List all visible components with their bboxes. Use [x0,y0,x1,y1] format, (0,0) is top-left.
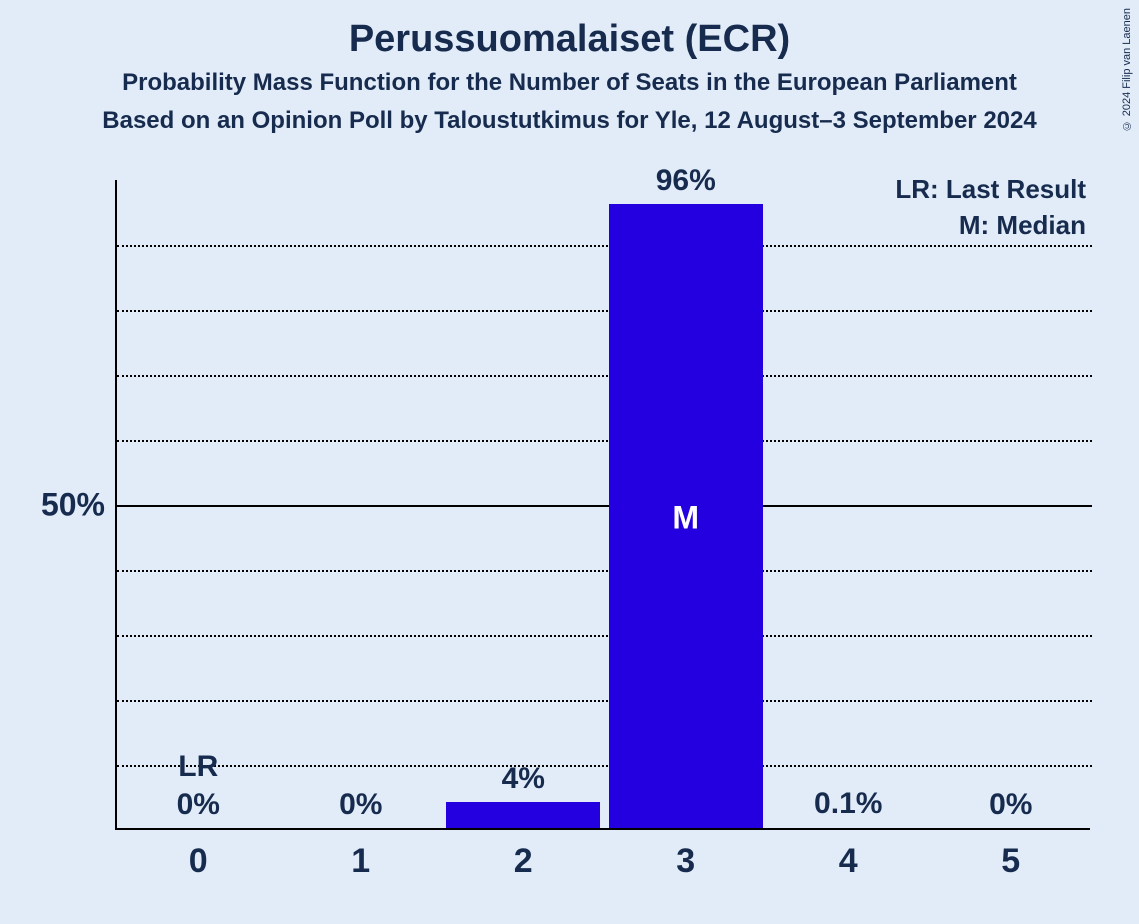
bar [446,802,600,828]
bar-value-label: 96% [656,164,716,198]
bar-value-label: 0% [989,788,1032,822]
bar-value-label: 0.1% [814,787,882,821]
gridline-minor [117,765,1092,767]
gridline-minor [117,700,1092,702]
gridline-minor [117,570,1092,572]
chart-area: 50%0%LR00%14%296%M30.1%40%5 LR: Last Res… [115,180,1090,830]
x-axis-tick-label: 1 [351,842,370,881]
x-axis-tick-label: 2 [514,842,533,881]
x-axis-tick-label: 0 [189,842,208,881]
chart-subtitle-1: Probability Mass Function for the Number… [0,69,1139,97]
x-axis-tick-label: 3 [676,842,695,881]
x-axis-tick-label: 5 [1001,842,1020,881]
y-axis-tick-label: 50% [41,487,105,524]
gridline-minor [117,375,1092,377]
bar-median-marker: M [672,500,699,537]
chart-subtitle-2: Based on an Opinion Poll by Taloustutkim… [0,107,1139,135]
legend-lr: LR: Last Result [895,174,1086,205]
bar-value-label: 0% [177,788,220,822]
credit-text: © 2024 Filip van Laenen [1121,8,1133,131]
x-axis-tick-label: 4 [839,842,858,881]
gridline-minor [117,440,1092,442]
gridline-major [117,505,1092,507]
bar-value-label: 0% [339,788,382,822]
gridline-minor [117,245,1092,247]
gridline-minor [117,310,1092,312]
title-block: Perussuomalaiset (ECR) Probability Mass … [0,0,1139,135]
gridline-minor [117,635,1092,637]
plot-area: 50%0%LR00%14%296%M30.1%40%5 [115,180,1090,830]
bar-extra-label: LR [178,750,218,784]
bar-value-label: 4% [502,762,545,796]
chart-title: Perussuomalaiset (ECR) [0,18,1139,61]
legend-m: M: Median [959,210,1086,241]
